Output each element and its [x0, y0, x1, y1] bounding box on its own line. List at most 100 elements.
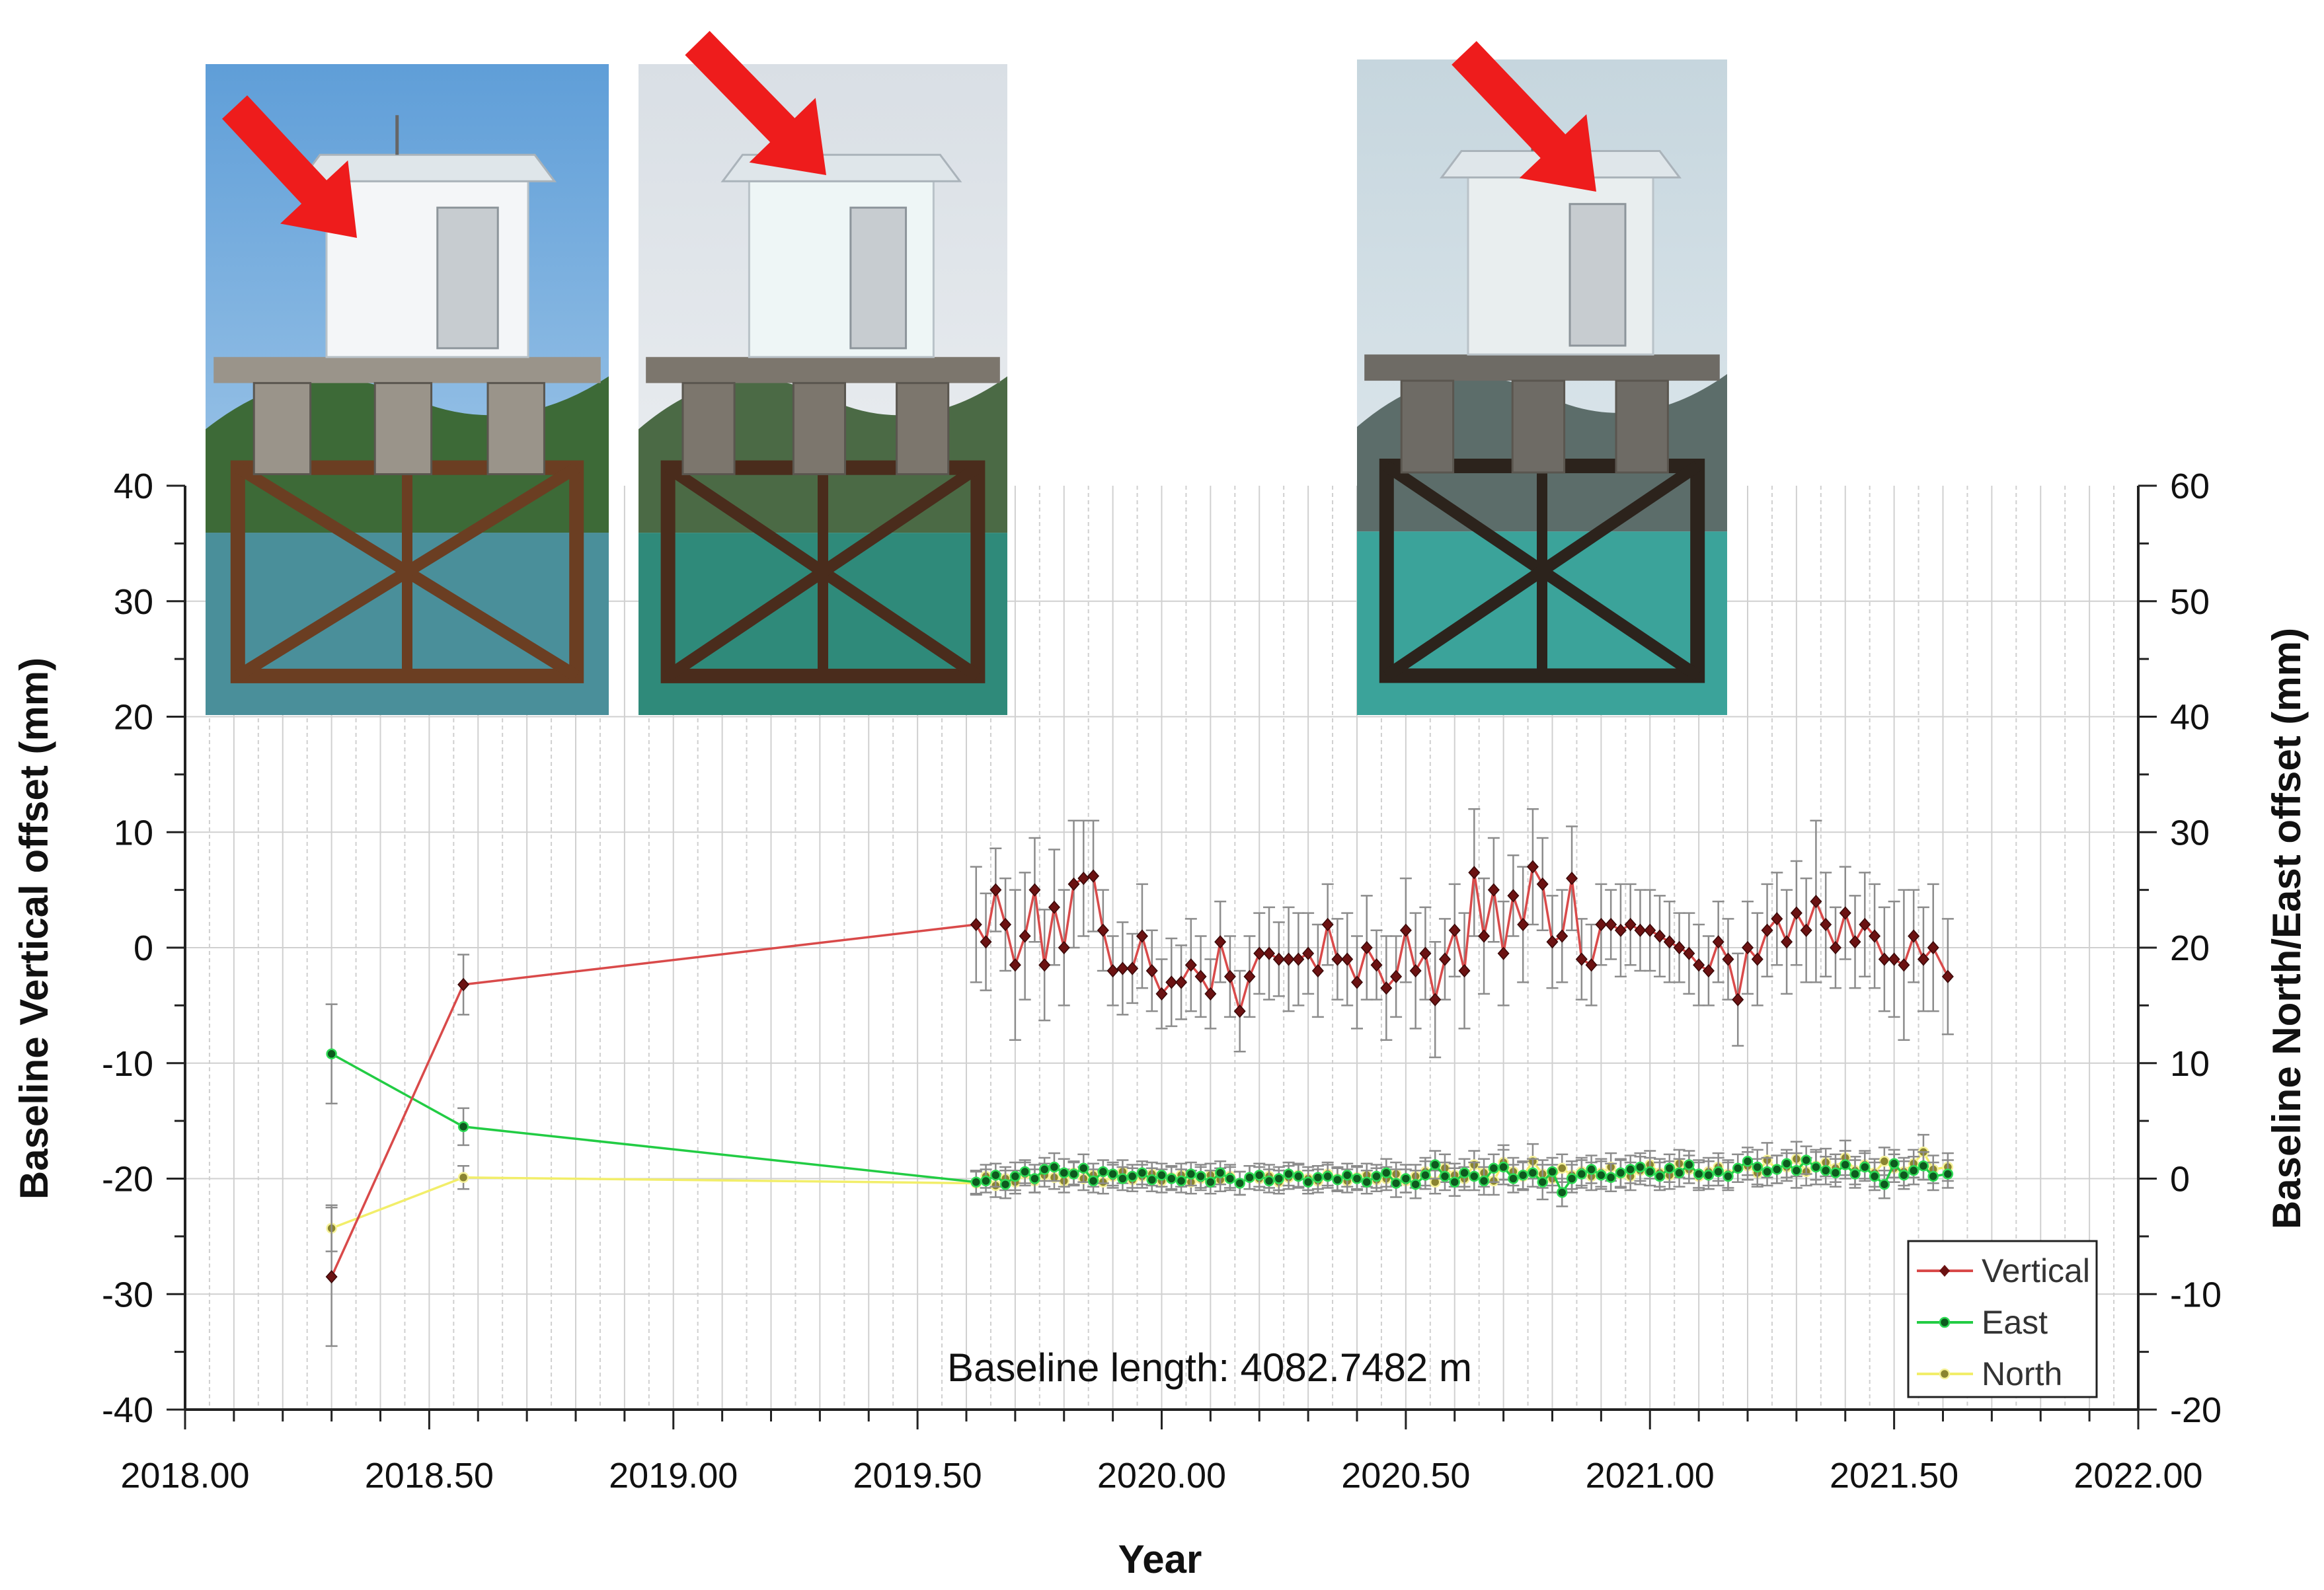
data-point-vertical — [1409, 964, 1422, 978]
data-point-vertical — [1487, 883, 1500, 897]
data-point-vertical — [1546, 935, 1559, 949]
data-point-east — [1126, 1170, 1138, 1182]
axes — [167, 484, 2157, 1429]
photo-concrete-column — [1400, 379, 1455, 474]
data-point-vertical — [1468, 866, 1481, 880]
data-point-vertical — [1722, 952, 1734, 966]
data-point-east — [1723, 1170, 1734, 1182]
data-point-east — [1312, 1172, 1324, 1184]
data-point-east — [1293, 1170, 1304, 1182]
data-point-east — [1166, 1173, 1177, 1184]
data-point-vertical — [1810, 894, 1822, 909]
data-point-east — [1185, 1168, 1197, 1180]
photo-concrete-deck — [646, 357, 1000, 383]
data-point-east — [1752, 1161, 1763, 1173]
data-point-east — [1557, 1187, 1568, 1198]
data-point-vertical — [1800, 923, 1812, 937]
data-point-vertical — [1223, 969, 1236, 983]
series-east — [325, 1003, 1954, 1207]
data-point-east — [1214, 1167, 1226, 1179]
data-point-east — [1762, 1166, 1773, 1178]
data-point-east — [1361, 1176, 1373, 1188]
data-point-vertical — [1126, 962, 1139, 975]
data-point-east — [1742, 1156, 1754, 1167]
data-point-vertical — [1536, 877, 1549, 891]
data-point-east — [1029, 1173, 1040, 1184]
data-point-vertical — [1702, 964, 1715, 978]
data-point-vertical — [1419, 946, 1432, 960]
data-point-east — [1156, 1170, 1167, 1181]
data-point-east — [1508, 1173, 1519, 1184]
data-point-east — [1146, 1174, 1157, 1186]
data-point-east — [1586, 1164, 1597, 1175]
legend-box — [1907, 1240, 2098, 1398]
x-tick-label: 2021.00 — [1586, 1456, 1715, 1495]
data-point-east — [1791, 1165, 1802, 1176]
data-point-vertical — [1693, 958, 1705, 972]
data-point-east — [1420, 1170, 1431, 1181]
data-point-vertical — [1751, 952, 1763, 966]
data-point-vertical — [1184, 958, 1197, 972]
photo-concrete-column — [1615, 379, 1669, 474]
data-point-vertical — [1575, 952, 1588, 966]
data-point-east — [1322, 1170, 1333, 1182]
data-point-east — [990, 1170, 1001, 1181]
data-point-vertical — [1771, 912, 1783, 926]
data-point-vertical — [1282, 952, 1295, 966]
data-point-vertical — [1654, 929, 1666, 943]
data-point-vertical — [1233, 1004, 1246, 1018]
data-point-vertical — [1517, 917, 1530, 932]
data-point-east — [1273, 1173, 1285, 1184]
data-point-east — [1302, 1176, 1314, 1188]
data-point-vertical — [1898, 958, 1910, 972]
data-point-east — [1439, 1170, 1451, 1182]
data-point-east — [970, 1176, 982, 1188]
data-point-east — [1879, 1178, 1890, 1190]
data-point-east — [1224, 1173, 1236, 1184]
data-point-east — [457, 1121, 469, 1133]
y2-tick-label: 50 — [2170, 582, 2210, 622]
data-point-vertical — [1019, 929, 1031, 943]
y-tick-label: -10 — [102, 1044, 153, 1084]
grid-lines — [185, 486, 2138, 1410]
y-tick-label: 0 — [134, 928, 153, 968]
data-point-vertical — [1927, 940, 1939, 955]
photo-concrete-deck — [213, 357, 601, 383]
data-point-east — [1097, 1166, 1109, 1178]
data-point-east — [1351, 1173, 1363, 1184]
data-point-east — [1478, 1175, 1490, 1187]
data-point-vertical — [1253, 946, 1266, 960]
data-point-east — [1927, 1170, 1939, 1182]
data-point-vertical — [1077, 872, 1090, 886]
photo-concrete-column — [486, 382, 545, 476]
data-point-vertical — [1941, 969, 1954, 983]
data-point-east — [1078, 1162, 1089, 1174]
data-point-vertical — [1478, 929, 1491, 943]
data-point-vertical — [1888, 952, 1900, 966]
data-point-vertical — [970, 917, 982, 932]
data-point-east — [1195, 1170, 1206, 1182]
data-point-east — [1341, 1170, 1353, 1181]
data-point-vertical — [1741, 940, 1754, 955]
legend-label-east: East — [1982, 1304, 2048, 1341]
data-point-vertical — [1009, 958, 1021, 972]
data-point-vertical — [1380, 981, 1393, 995]
data-point-east — [1645, 1166, 1656, 1178]
data-point-vertical — [1370, 958, 1383, 972]
y-tick-label: -40 — [102, 1390, 153, 1430]
data-point-east — [1615, 1167, 1627, 1179]
data-point-east — [1117, 1173, 1128, 1184]
data-point-east — [1635, 1161, 1646, 1173]
data-point-east — [1664, 1162, 1676, 1174]
data-point-east — [1771, 1164, 1783, 1175]
legend-marker-east — [1939, 1316, 1951, 1328]
data-point-east — [1390, 1178, 1402, 1189]
data-point-east — [1869, 1170, 1880, 1182]
photo-concrete-column — [373, 382, 433, 476]
data-point-vertical — [1790, 906, 1802, 920]
x-tick-label: 2021.50 — [1830, 1456, 1958, 1495]
data-point-vertical — [980, 935, 992, 949]
photo-concrete-column — [252, 382, 312, 476]
data-point-vertical — [1165, 975, 1178, 989]
